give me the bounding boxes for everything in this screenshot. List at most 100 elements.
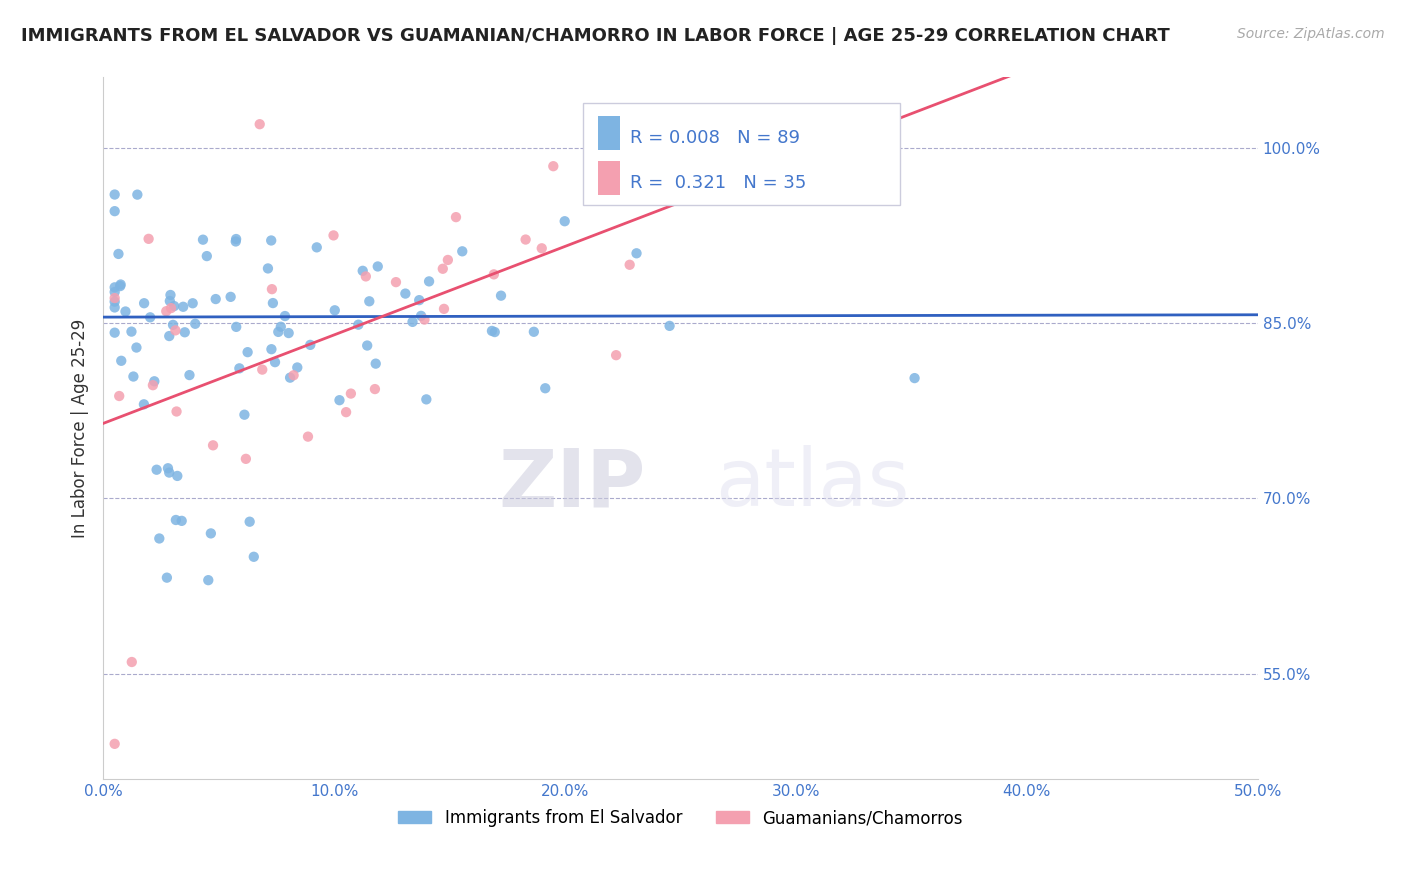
- Point: [437, 252, 460, 267]
- Point: [385, 275, 408, 289]
- Point: [260, 234, 283, 248]
- Point: [243, 549, 266, 564]
- Point: [530, 241, 553, 255]
- Point: [142, 378, 165, 392]
- Point: [260, 282, 283, 296]
- Point: [156, 461, 179, 475]
- Point: [143, 374, 166, 388]
- Point: [605, 348, 627, 362]
- Point: [228, 361, 250, 376]
- Point: [299, 338, 322, 352]
- Point: [104, 301, 127, 315]
- Point: [104, 294, 127, 309]
- Point: [159, 293, 181, 308]
- Point: [401, 315, 423, 329]
- Point: [108, 389, 131, 403]
- Point: [297, 429, 319, 443]
- Point: [322, 228, 344, 243]
- Point: [305, 240, 328, 254]
- Point: [451, 244, 474, 259]
- Point: [484, 325, 506, 339]
- Y-axis label: In Labor Force | Age 25-29: In Labor Force | Age 25-29: [72, 318, 89, 538]
- Point: [191, 233, 214, 247]
- Point: [482, 268, 505, 282]
- Point: [413, 312, 436, 326]
- Point: [225, 235, 247, 249]
- Point: [356, 338, 378, 352]
- Point: [127, 187, 149, 202]
- Point: [160, 301, 183, 315]
- Point: [335, 405, 357, 419]
- Point: [104, 187, 127, 202]
- Point: [347, 318, 370, 332]
- Point: [252, 362, 274, 376]
- Point: [239, 515, 262, 529]
- Point: [200, 526, 222, 541]
- Point: [323, 303, 346, 318]
- Point: [104, 291, 127, 305]
- Point: [285, 360, 308, 375]
- Point: [626, 246, 648, 260]
- Point: [489, 288, 512, 302]
- Point: [157, 329, 180, 343]
- Point: [260, 342, 283, 356]
- Point: [120, 325, 142, 339]
- Point: [139, 310, 162, 325]
- Point: [195, 249, 218, 263]
- Point: [156, 571, 179, 585]
- Point: [903, 371, 925, 385]
- Point: [619, 258, 641, 272]
- Point: [236, 345, 259, 359]
- Point: [170, 514, 193, 528]
- Point: [202, 438, 225, 452]
- Point: [270, 319, 292, 334]
- Point: [249, 117, 271, 131]
- Point: [165, 323, 187, 337]
- Point: [219, 290, 242, 304]
- Point: [352, 264, 374, 278]
- Point: [181, 296, 204, 310]
- Text: R =  0.321   N = 35: R = 0.321 N = 35: [630, 174, 806, 192]
- Point: [364, 357, 387, 371]
- Point: [658, 318, 681, 333]
- Point: [257, 261, 280, 276]
- Text: IMMIGRANTS FROM EL SALVADOR VS GUAMANIAN/CHAMORRO IN LABOR FORCE | AGE 25-29 COR: IMMIGRANTS FROM EL SALVADOR VS GUAMANIAN…: [21, 27, 1170, 45]
- Point: [233, 408, 256, 422]
- Point: [274, 309, 297, 323]
- Point: [367, 260, 389, 274]
- Point: [409, 309, 432, 323]
- Point: [415, 392, 437, 407]
- Text: Source: ZipAtlas.com: Source: ZipAtlas.com: [1237, 27, 1385, 41]
- Point: [155, 304, 177, 318]
- Point: [162, 318, 184, 332]
- Point: [166, 469, 188, 483]
- Point: [444, 210, 467, 224]
- Point: [225, 232, 247, 246]
- Point: [534, 381, 557, 395]
- Point: [145, 463, 167, 477]
- Point: [408, 293, 430, 307]
- Point: [125, 341, 148, 355]
- Point: [148, 532, 170, 546]
- Point: [107, 247, 129, 261]
- Point: [114, 304, 136, 318]
- Point: [104, 280, 127, 294]
- Point: [138, 232, 160, 246]
- Point: [235, 451, 257, 466]
- Text: R = 0.008   N = 89: R = 0.008 N = 89: [630, 129, 800, 147]
- Point: [515, 233, 537, 247]
- Point: [157, 466, 180, 480]
- Point: [433, 301, 456, 316]
- Point: [432, 261, 454, 276]
- Point: [104, 326, 127, 340]
- Text: atlas: atlas: [716, 445, 910, 524]
- Point: [481, 324, 503, 338]
- Point: [166, 404, 188, 418]
- Point: [121, 655, 143, 669]
- Point: [340, 386, 363, 401]
- Point: [110, 279, 132, 293]
- Point: [328, 393, 350, 408]
- Point: [225, 319, 247, 334]
- Point: [197, 573, 219, 587]
- Point: [204, 292, 226, 306]
